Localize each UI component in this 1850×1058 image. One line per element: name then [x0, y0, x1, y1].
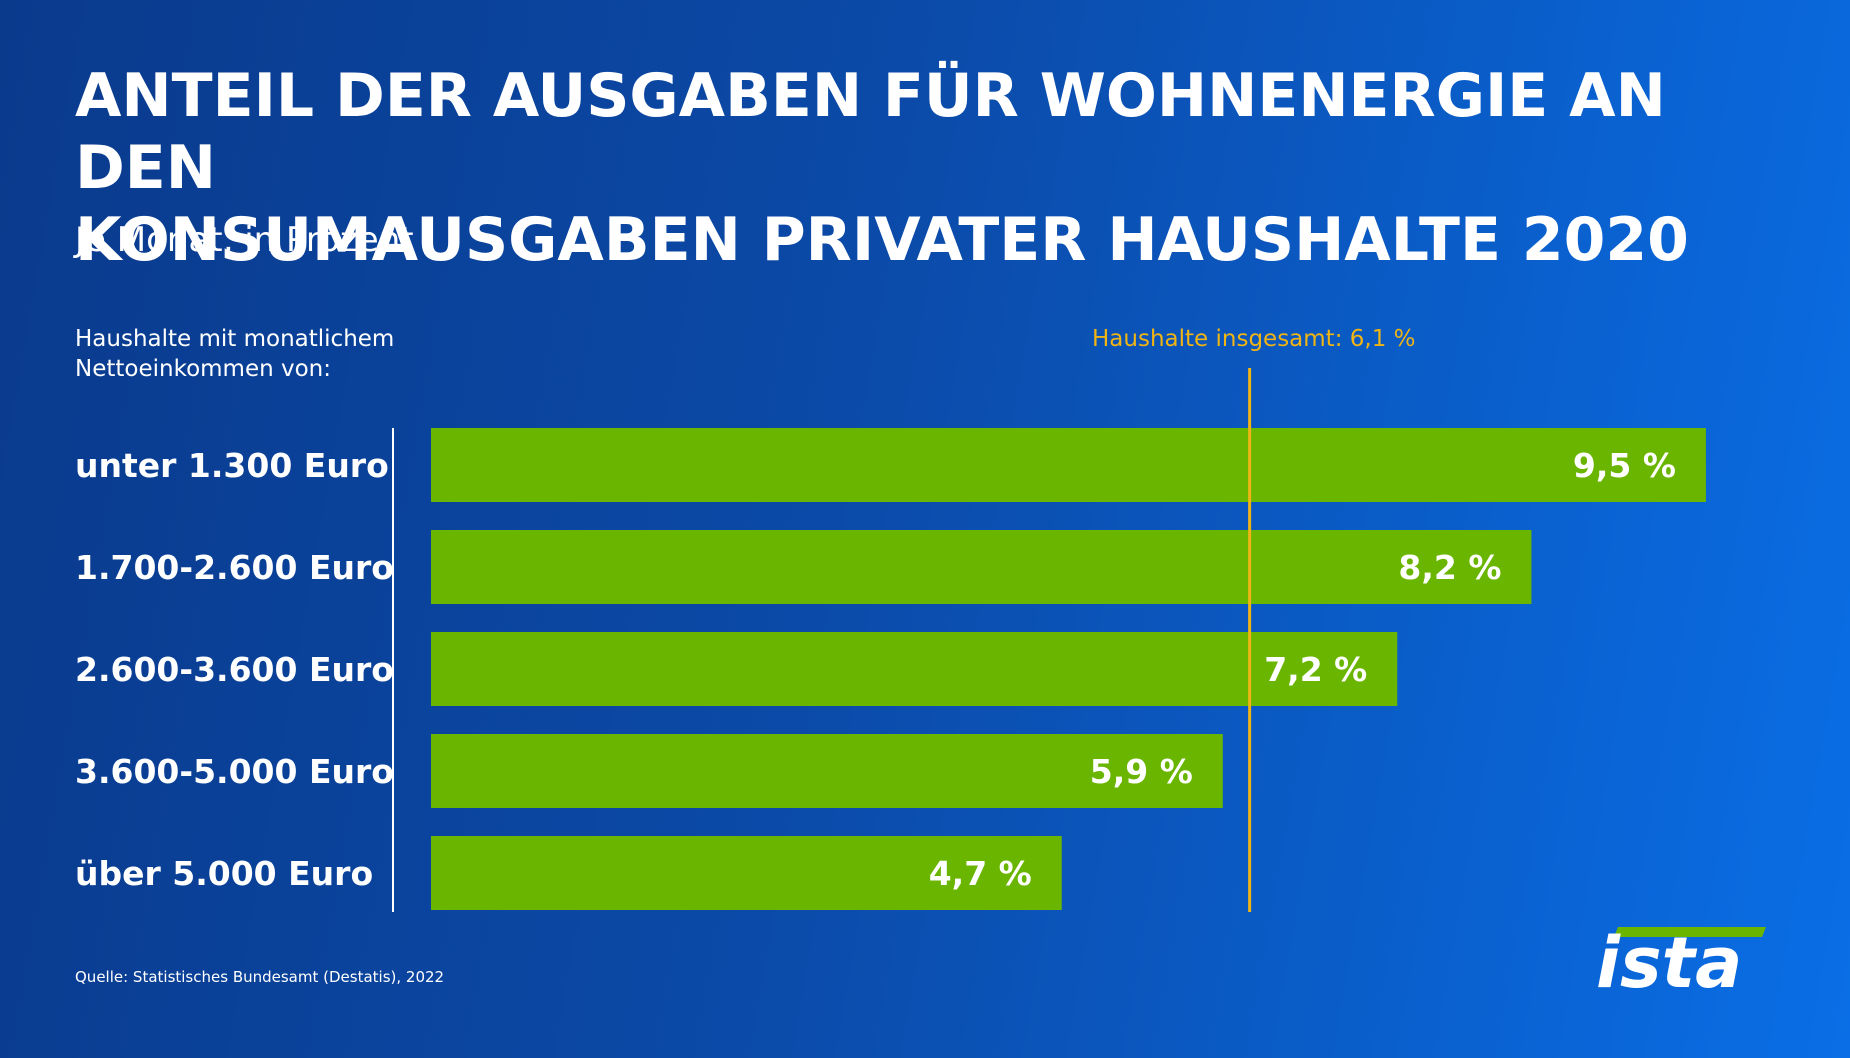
chart-subtitle: Je Monat, in Prozent [75, 220, 414, 260]
category-label-1: unter 1.300 Euro [75, 446, 389, 485]
value-label-5: 4,7 % [929, 854, 1032, 893]
chart-title: ANTEIL DER AUSGABEN FÜR WOHNENERGIE AN D… [75, 60, 1725, 276]
ista-logo: ista [1596, 922, 1766, 995]
source-note: Quelle: Statistisches Bundesamt (Destati… [75, 968, 445, 986]
category-header-line-1: Haushalte mit monatlichem [75, 326, 395, 352]
bar-5 [431, 836, 1062, 910]
chart-title-line-2: KONSUMAUSGABEN PRIVATER HAUSHALTE 2020 [75, 205, 1689, 275]
value-label-4: 5,9 % [1090, 752, 1193, 791]
bar-1 [431, 428, 1706, 502]
bar-4 [431, 734, 1223, 808]
reference-line-label: Haushalte insgesamt: 6,1 % [1092, 326, 1416, 352]
category-label-3: 2.600-3.600 Euro [75, 650, 394, 689]
logo-text: ista [1596, 922, 1742, 995]
value-label-3: 7,2 % [1264, 650, 1367, 689]
category-label-4: 3.600-5.000 Euro [75, 752, 394, 791]
bar-3 [431, 632, 1398, 706]
bar-2 [431, 530, 1532, 604]
chart-title-line-1: ANTEIL DER AUSGABEN FÜR WOHNENERGIE AN D… [75, 61, 1666, 203]
category-label-2: 1.700-2.600 Euro [75, 548, 394, 587]
value-label-1: 9,5 % [1573, 446, 1676, 485]
category-header-line-2: Nettoeinkommen von: [75, 356, 332, 382]
category-header: Haushalte mit monatlichem Nettoeinkommen… [75, 324, 394, 384]
value-label-2: 8,2 % [1398, 548, 1501, 587]
category-label-5: über 5.000 Euro [75, 854, 373, 893]
